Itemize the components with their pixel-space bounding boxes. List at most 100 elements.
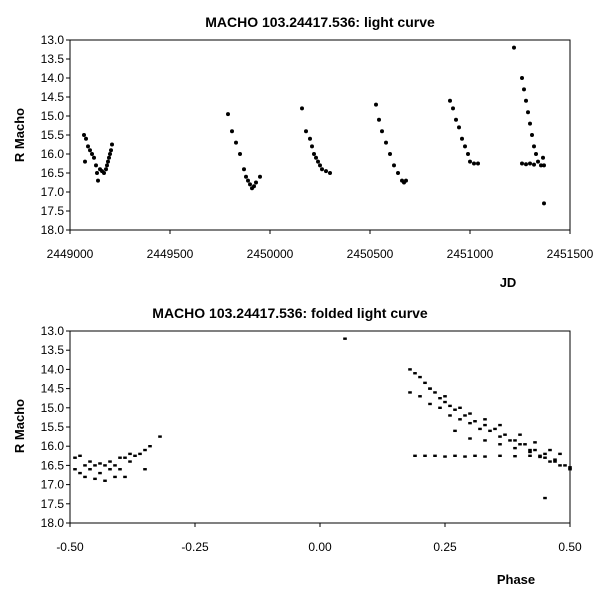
chart-1-y-tick-label: 15.5 (41, 128, 65, 142)
chart-1-data-point (90, 152, 94, 156)
chart-2-data-point (123, 456, 127, 459)
chart-1-data-point (248, 182, 252, 187)
chart-1-data-point (108, 152, 112, 156)
chart-1-data-point (88, 148, 92, 153)
chart-2-data-point (558, 452, 562, 456)
chart-2-data-point (553, 458, 557, 461)
chart-2-data-point (498, 435, 502, 438)
chart-1-data-point (310, 144, 314, 149)
chart-1-data-point (234, 140, 238, 145)
chart-2-data-point (458, 418, 462, 421)
chart-1-data-point (312, 152, 316, 156)
chart-1-x-ticks: 2449000 2449500 2450000 2450500 2451000 24515… (47, 230, 594, 261)
chart-1-data-point (532, 144, 536, 149)
chart-2-points (73, 337, 572, 500)
chart-2-data-point (528, 454, 532, 457)
chart-1-data-point (96, 178, 100, 183)
chart-2-data-point (553, 460, 557, 463)
chart-2-y-tick-label: 18.0 (41, 516, 65, 530)
chart-1-data-point (242, 167, 246, 172)
chart-2-data-point (498, 443, 502, 446)
chart-1-data-point (318, 163, 322, 168)
chart-1-data-point (254, 180, 258, 185)
chart-1-data-point (244, 174, 248, 179)
chart-1-data-point (472, 161, 476, 166)
chart-1-data-point (104, 167, 108, 172)
chart-2-data-point (568, 468, 572, 471)
chart-1-data-point (542, 201, 546, 206)
chart-2-data-point (558, 464, 562, 467)
chart-2-data-point (93, 464, 97, 467)
chart-1-data-point (86, 144, 90, 149)
chart-2-y-ticks: 13.0 13.5 14.0 14.5 15.0 15.5 16.0 16.5 17.0 17.5… (41, 324, 70, 530)
chart-2-data-point (533, 441, 537, 444)
chart-2-data-point (78, 471, 82, 475)
chart-1-data-point (404, 178, 408, 183)
chart-2-data-point (113, 475, 117, 479)
chart-1-data-point (246, 178, 250, 183)
chart-2-data-point (543, 452, 547, 456)
chart-1-data-point (532, 162, 536, 167)
chart-2-data-point (158, 435, 162, 438)
chart-1-data-point (528, 161, 532, 166)
chart-2-data-point (493, 427, 497, 431)
chart-1-data-point (454, 117, 458, 122)
chart-1-data-point (94, 163, 98, 168)
chart-2-data-point (538, 455, 542, 459)
chart-2-data-point (473, 454, 477, 457)
chart-2-data-point (448, 404, 452, 408)
chart-2-data-point (443, 455, 447, 458)
chart-1-y-ticks: 13.0 13.5 14.0 14.5 15.0 15.5 16.0 16.5 17.0 17.5… (41, 33, 70, 237)
chart-1-data-point (252, 184, 256, 189)
chart-2-data-point (533, 448, 537, 452)
chart-2-y-axis-label: R Macho (12, 399, 27, 453)
chart-2-data-point (113, 464, 117, 467)
chart-1-x-tick-label: 2449500 (147, 247, 194, 261)
chart-1-data-point (466, 152, 470, 156)
chart-1-y-tick-label: 17.5 (41, 204, 65, 218)
chart-1-y-tick-label: 14.5 (41, 90, 65, 104)
chart-1-data-point (380, 129, 384, 134)
chart-1-data-point (308, 136, 312, 141)
chart-1-data-point (530, 133, 534, 137)
chart-1-data-point (92, 155, 96, 160)
chart-1-data-point (82, 133, 86, 137)
chart-2-data-point (413, 454, 417, 457)
chart-2-data-point (98, 471, 102, 475)
chart-2-data-point (548, 460, 552, 463)
chart-1-data-point (396, 171, 400, 175)
chart-2-y-tick-label: 14.0 (41, 362, 65, 376)
chart-2-data-point (458, 406, 462, 409)
chart-1-data-point (392, 163, 396, 168)
chart-2-y-tick-label: 17.5 (41, 497, 65, 511)
chart-2-data-point (518, 443, 522, 446)
chart-1-data-point (316, 159, 320, 164)
chart-2-data-point (483, 423, 487, 427)
chart-2-plot-frame (69, 330, 571, 524)
chart-1-x-tick-label: 2450500 (347, 247, 394, 261)
chart-2-data-point (128, 460, 132, 463)
chart-2-y-tick-label: 17.0 (41, 478, 65, 492)
chart-1-data-point (304, 129, 308, 134)
chart-2-title: MACHO 103.24417.536: folded light curve (152, 305, 428, 321)
chart-2-x-tick-label: 0.00 (308, 540, 332, 554)
chart-2-data-point (468, 412, 472, 415)
chart-2-data-point (423, 381, 427, 385)
chart-1-data-point (102, 171, 106, 175)
chart-1-plot-frame (69, 39, 571, 231)
chart-1-data-point (226, 112, 230, 117)
chart-1-data-point (95, 171, 99, 175)
chart-2-x-axis-label: Phase (497, 572, 535, 587)
chart-2-data-point (518, 433, 522, 436)
chart-1-data-point (107, 155, 111, 160)
chart-2: MACHO 103.24417.536: folded light curve … (12, 305, 582, 587)
chart-1-data-point (542, 163, 546, 168)
chart-1-data-point (324, 169, 328, 174)
chart-1-data-point (109, 148, 113, 153)
chart-2-y-tick-label: 16.5 (41, 458, 65, 472)
chart-2-data-point (453, 454, 457, 457)
chart-2-data-point (418, 375, 422, 379)
chart-1-data-point (541, 155, 545, 160)
chart-1-data-point (463, 144, 467, 149)
chart-2-data-point (443, 400, 447, 404)
